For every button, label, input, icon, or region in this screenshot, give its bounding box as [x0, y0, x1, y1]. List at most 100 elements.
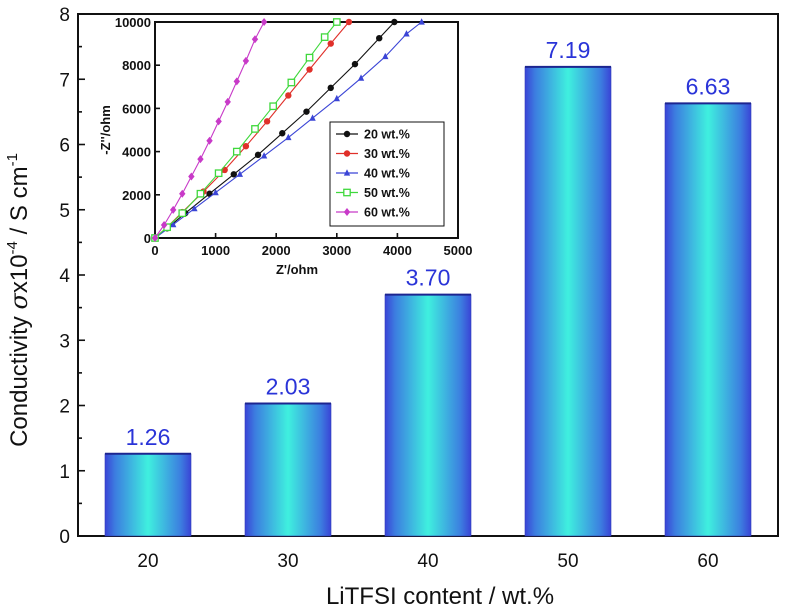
- inset-data-point: [285, 92, 292, 99]
- inset-data-point: [285, 133, 292, 141]
- x-tick-label: 60: [697, 551, 718, 572]
- inset-data-point: [333, 94, 340, 102]
- inset-x-tick-label: 3000: [322, 243, 351, 258]
- legend-marker: [343, 169, 351, 176]
- inset-y-tick-label: 4000: [122, 145, 151, 160]
- x-tick-label: 40: [417, 551, 438, 572]
- y-axis-title-prefix: Conductivity: [6, 310, 33, 447]
- y-axis-title-unit: / S cm: [6, 166, 33, 241]
- inset-series: [151, 18, 341, 242]
- inset-data-point: [306, 66, 313, 73]
- bar-value-labels: 1.26 2.03 3.70 7.19 6.63: [126, 37, 731, 450]
- y-axis-ticks: 0 1 2 3 4 5 6 7 8: [59, 5, 85, 548]
- inset-data-point: [357, 74, 365, 81]
- inset-x-tick-label: 1000: [201, 243, 230, 258]
- inset-data-point: [305, 53, 314, 62]
- y-tick-label: 2: [59, 397, 70, 418]
- y-axis-title-exp1: -4: [4, 241, 21, 254]
- y-axis-title-sigma: σ: [5, 293, 33, 310]
- x-tick-label: 20: [137, 551, 158, 572]
- inset-x-tick-label: 5000: [444, 243, 473, 258]
- inset-data-point: [196, 189, 205, 198]
- inset-series: [151, 18, 268, 242]
- x-axis-title: LiTFSI content / wt.%: [326, 583, 554, 610]
- inset-data-point: [212, 188, 219, 196]
- inset-data-point: [287, 78, 296, 87]
- inset-chart: 0 2000 4000 6000 8000 10000 0 1000 2000 3000 4000…: [98, 15, 472, 277]
- inset-data-point: [391, 18, 398, 26]
- inset-data-point: [403, 30, 410, 37]
- inset-y-axis-ticks: 0 2000 4000 6000 8000 10000: [115, 15, 160, 246]
- legend-marker: [343, 130, 351, 138]
- bar-value-label: 3.70: [406, 265, 451, 291]
- bar-value-label: 1.26: [126, 424, 171, 450]
- y-tick-label: 4: [59, 266, 70, 287]
- inset-y-tick-label: 0: [144, 231, 151, 246]
- x-axis-ticks: 20 30 40 50 60: [137, 529, 719, 572]
- inset-legend: 20 wt.% 30 wt.% 40 wt.% 50 wt.% 60 wt.%: [329, 121, 445, 227]
- inset-data-point: [236, 170, 244, 177]
- y-axis-title-x10: x10: [6, 254, 33, 293]
- inset-data-point: [376, 35, 383, 42]
- inset-x-tick-label: 4000: [383, 243, 412, 258]
- inset-data-point: [169, 220, 177, 228]
- inset-data-point: [160, 221, 168, 230]
- legend-entry-label: 40 wt.%: [364, 167, 410, 181]
- inset-data-point: [242, 143, 250, 150]
- inset-x-tick-label: 0: [151, 243, 158, 258]
- inset-data-point: [260, 152, 268, 159]
- inset-y-tick-label: 2000: [122, 188, 151, 203]
- inset-plot-frame: [154, 21, 459, 239]
- legend-marker: [343, 208, 351, 216]
- inset-data-point: [279, 130, 286, 137]
- inset-data-point: [230, 171, 237, 178]
- y-tick-label: 1: [59, 462, 70, 483]
- inset-data-point: [233, 77, 241, 86]
- inset-data-point: [303, 108, 310, 115]
- inset-x-tick-label: 2000: [262, 243, 291, 258]
- inset-y-tick-label: 10000: [115, 15, 151, 30]
- inset-data-point: [178, 209, 187, 218]
- inset-data-point: [206, 136, 213, 145]
- inset-data-point: [327, 84, 334, 92]
- y-axis-title: Conductivity σx10-4 / S cm-1: [4, 153, 33, 447]
- inset-data-point: [191, 204, 198, 212]
- bar-value-label: 7.19: [546, 37, 591, 63]
- inset-series-group: [151, 18, 425, 242]
- bar: [104, 453, 192, 537]
- legend-marker: [343, 150, 351, 157]
- legend-entry-label: 20 wt.%: [364, 128, 410, 142]
- inset-data-point: [215, 117, 222, 126]
- y-tick-label: 3: [59, 331, 70, 352]
- inset-series: [151, 18, 425, 241]
- inset-data-point: [309, 114, 316, 121]
- bar-value-label: 6.63: [686, 73, 731, 99]
- inset-data-point: [232, 147, 241, 156]
- inset-data-point: [197, 155, 204, 164]
- inset-data-point: [179, 189, 186, 198]
- y-tick-label: 0: [59, 527, 70, 548]
- inset-data-point: [269, 102, 278, 111]
- y-tick-label: 7: [59, 70, 70, 91]
- legend-marker: [343, 188, 351, 197]
- inset-data-point: [242, 56, 250, 65]
- inset-data-point: [260, 18, 268, 26]
- x-tick-label: 50: [557, 551, 578, 572]
- inset-x-axis-title: Z'/ohm: [276, 262, 318, 277]
- inset-data-point: [345, 18, 353, 26]
- inset-data-point: [382, 52, 389, 60]
- bar-series: [104, 65, 752, 537]
- bar: [384, 294, 472, 537]
- inset-data-point: [224, 97, 231, 106]
- legend-entry-label: 50 wt.%: [364, 186, 410, 200]
- inset-y-axis-title: -Z''/ohm: [98, 105, 113, 155]
- inset-data-point: [332, 18, 341, 26]
- legend-entry-label: 60 wt.%: [364, 206, 410, 220]
- inset-y-tick-label: 6000: [122, 101, 151, 116]
- bar: [524, 66, 612, 537]
- y-tick-label: 5: [59, 201, 70, 222]
- inset-data-point: [251, 35, 259, 44]
- bar: [664, 103, 752, 537]
